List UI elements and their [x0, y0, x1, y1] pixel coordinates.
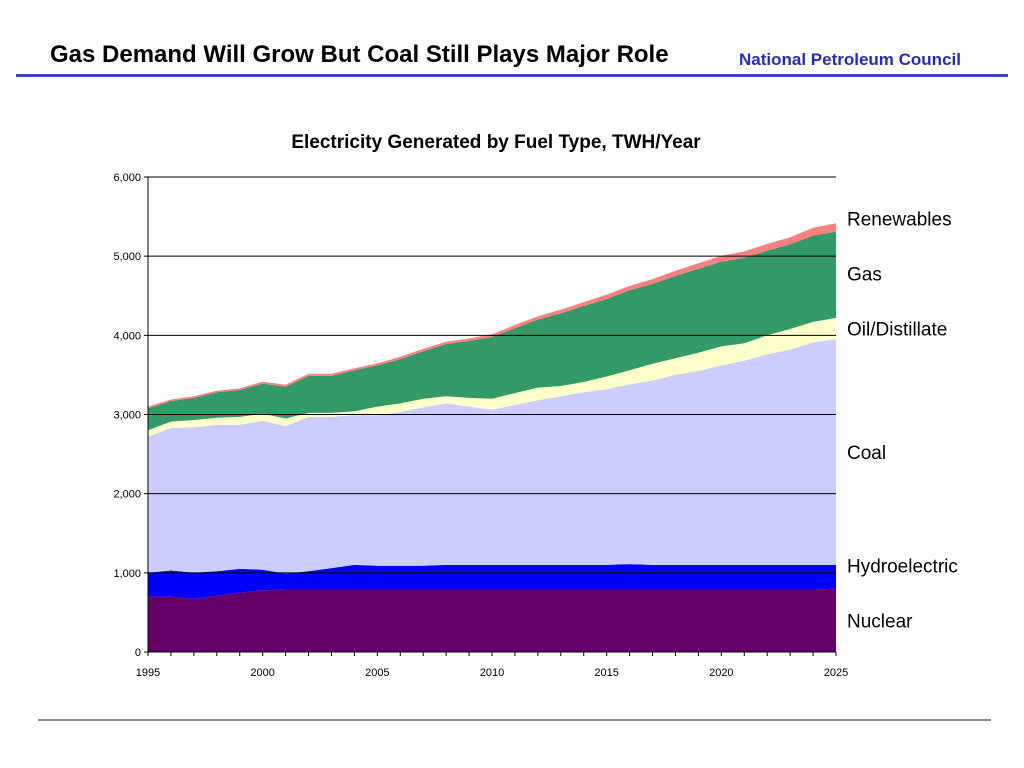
series-label-hydroelectric: Hydroelectric — [847, 556, 958, 577]
x-tick-label: 2020 — [709, 667, 733, 679]
series-label-layer: Nuclear Hydroelectric Coal Oil/Distillate Ga… — [847, 210, 958, 633]
y-tick-label: 1,000 — [113, 568, 141, 580]
slide-title: Gas Demand Will Grow But Coal Still Play… — [50, 41, 669, 68]
x-tick-label: 1995 — [136, 667, 160, 679]
y-tick-label: 3,000 — [113, 410, 141, 422]
area-gas — [148, 231, 836, 431]
y-tick-label: 6,000 — [113, 172, 141, 184]
x-tick-label: 2025 — [824, 667, 848, 679]
series-label-oil-distillate: Oil/Distillate — [847, 320, 947, 341]
y-tick-label: 4,000 — [113, 330, 141, 342]
axis-layer: 0 1,000 2,000 3,000 4,000 5,000 6,000 1995 2000 2… — [113, 172, 848, 679]
x-tick-label: 2010 — [480, 667, 504, 679]
series-label-gas: Gas — [847, 265, 882, 286]
y-tick-label: 5,000 — [113, 251, 141, 263]
series-label-nuclear: Nuclear — [847, 611, 913, 632]
x-tick-label: 2015 — [594, 667, 618, 679]
grid-layer — [148, 176, 836, 574]
footer-rule — [38, 719, 991, 721]
y-tick-label: 2,000 — [113, 489, 141, 501]
area-nuclear — [148, 588, 836, 652]
series-label-renewables: Renewables — [847, 210, 952, 231]
organization-name: National Petroleum Council — [739, 50, 961, 69]
series-label-coal: Coal — [847, 443, 886, 464]
header-rule — [16, 74, 1008, 77]
y-tick-label: 0 — [135, 647, 141, 659]
x-tick-label: 2005 — [365, 667, 389, 679]
x-tick-label: 2000 — [250, 667, 274, 679]
area-layer — [148, 223, 836, 652]
area-coal — [148, 339, 836, 574]
chart-title: Electricity Generated by Fuel Type, TWH/… — [291, 132, 701, 153]
